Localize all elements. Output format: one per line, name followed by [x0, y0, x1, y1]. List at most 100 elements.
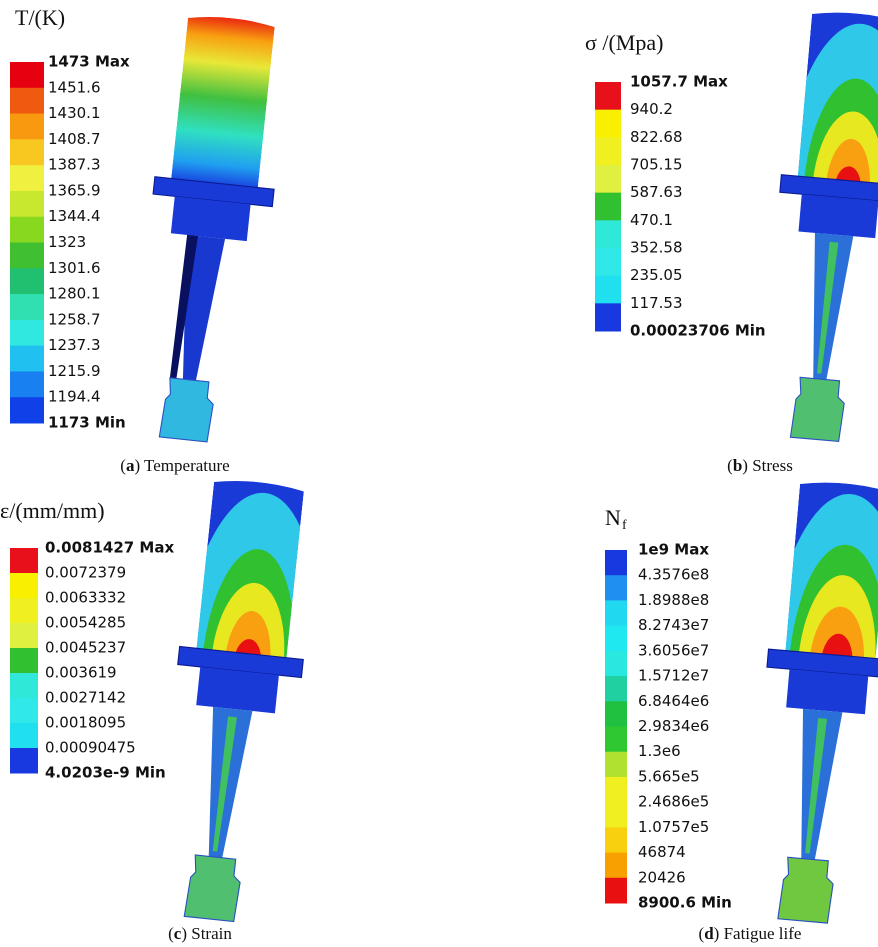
legend-label: 1.5712e7	[638, 667, 709, 685]
legend-swatch	[10, 623, 38, 649]
legend-swatch	[10, 320, 44, 346]
caption: (a) Temperature	[120, 456, 229, 475]
blade-model	[152, 469, 335, 927]
legend-swatch	[10, 191, 44, 217]
legend-swatch	[10, 294, 44, 320]
caption: (b) Stress	[727, 456, 793, 475]
airfoil	[171, 7, 276, 190]
legend-swatch	[605, 575, 627, 601]
legend-label: 587.63	[630, 183, 683, 201]
caption: (c) Strain	[168, 924, 232, 943]
legend-swatch	[10, 139, 44, 165]
legend-label: 8.2743e7	[638, 616, 709, 634]
neck	[798, 194, 878, 238]
legend-swatch	[595, 137, 621, 165]
legend-label: 1430.1	[48, 104, 101, 122]
caption-part: ) Temperature	[134, 456, 229, 475]
legend-swatch	[10, 598, 38, 624]
legend-title: N	[605, 505, 621, 530]
legend-label: 0.003619	[45, 664, 117, 682]
legend-label: 1323	[48, 233, 86, 251]
blade-model	[759, 2, 878, 446]
panel: Nf1e9 Max4.3576e81.8988e88.2743e73.6056e…	[605, 471, 878, 943]
legend-swatch	[10, 114, 44, 140]
legend-swatch	[605, 701, 627, 727]
legend-swatch	[10, 268, 44, 294]
legend-swatch	[10, 243, 44, 269]
legend-label: 1344.4	[48, 207, 101, 225]
legend-swatch	[10, 165, 44, 191]
caption-part: ) Fatigue life	[714, 924, 802, 943]
legend-label: 8900.6 Min	[638, 894, 732, 912]
legend-swatch	[605, 600, 627, 626]
legend-label: 1473 Max	[48, 53, 130, 71]
panel: ε/(mm/mm)0.0081427 Max0.00723790.0063332…	[0, 469, 334, 943]
legend-label: 0.00090475	[45, 739, 136, 757]
caption-part: ) Strain	[181, 924, 232, 943]
legend-swatch	[10, 698, 38, 724]
blade-model	[128, 5, 292, 446]
legend-label: 235.05	[630, 266, 683, 284]
root	[778, 857, 835, 923]
neck	[786, 669, 868, 714]
legend-swatch	[10, 673, 38, 699]
legend-label: 0.0045237	[45, 639, 126, 657]
legend-label: 0.0081427 Max	[45, 539, 174, 557]
legend-swatch	[605, 827, 627, 853]
neck	[196, 667, 279, 713]
legend-swatch	[605, 802, 627, 828]
legend-swatch	[10, 88, 44, 114]
panel: σ /(Mpa)1057.7 Max940.2822.68705.15587.6…	[585, 2, 878, 475]
legend-swatch	[595, 193, 621, 221]
legend-label: 0.00023706 Min	[630, 322, 766, 340]
legend-swatch	[595, 82, 621, 110]
legend-label: 0.0027142	[45, 689, 126, 707]
legend-label: 1194.4	[48, 388, 101, 406]
legend-swatch	[605, 651, 627, 677]
legend-swatch	[595, 220, 621, 248]
legend-label: 1451.6	[48, 78, 101, 96]
legend-swatch	[605, 777, 627, 803]
legend-swatch	[595, 110, 621, 138]
neck	[171, 196, 251, 241]
legend-swatch	[605, 853, 627, 879]
legend-label: 1365.9	[48, 181, 101, 199]
legend-swatch	[10, 346, 44, 372]
legend-swatch	[10, 397, 44, 423]
legend-swatch	[10, 723, 38, 749]
legend-swatch	[605, 676, 627, 702]
legend-label: 3.6056e7	[638, 641, 709, 659]
legend-label: 822.68	[630, 128, 683, 146]
legend-swatch	[10, 217, 44, 243]
legend-label: 20426	[638, 868, 686, 886]
legend-label: 0.0063332	[45, 589, 126, 607]
caption-part: ) Stress	[742, 456, 793, 475]
legend-swatch	[605, 878, 627, 904]
legend-label: 940.2	[630, 100, 673, 118]
legend-label: 1173 Min	[48, 414, 126, 432]
legend-label: 117.53	[630, 294, 683, 312]
legend-swatch	[595, 276, 621, 304]
legend-label: 0.0072379	[45, 564, 126, 582]
root	[159, 377, 215, 442]
legend-label: 6.8464e6	[638, 692, 709, 710]
legend-label: 2.9834e6	[638, 717, 709, 735]
legend-swatch	[10, 573, 38, 599]
legend-label: 2.4686e5	[638, 793, 709, 811]
legend-label: 1.8988e8	[638, 591, 709, 609]
legend-label: 1301.6	[48, 259, 101, 277]
legend-label: 1237.3	[48, 336, 101, 354]
legend-title: σ /(Mpa)	[585, 30, 663, 55]
legend-swatch	[605, 727, 627, 753]
legend-swatch	[595, 303, 621, 331]
legend-label: 4.3576e8	[638, 566, 709, 584]
legend-swatch	[10, 371, 44, 397]
legend-label: 1.0757e5	[638, 818, 709, 836]
legend-label: 352.58	[630, 239, 683, 257]
legend-swatch	[10, 648, 38, 674]
legend-label: 4.0203e-9 Min	[45, 764, 166, 782]
root	[790, 377, 846, 442]
legend-label: 470.1	[630, 211, 673, 229]
legend-swatch	[605, 752, 627, 778]
legend-swatch	[595, 165, 621, 193]
